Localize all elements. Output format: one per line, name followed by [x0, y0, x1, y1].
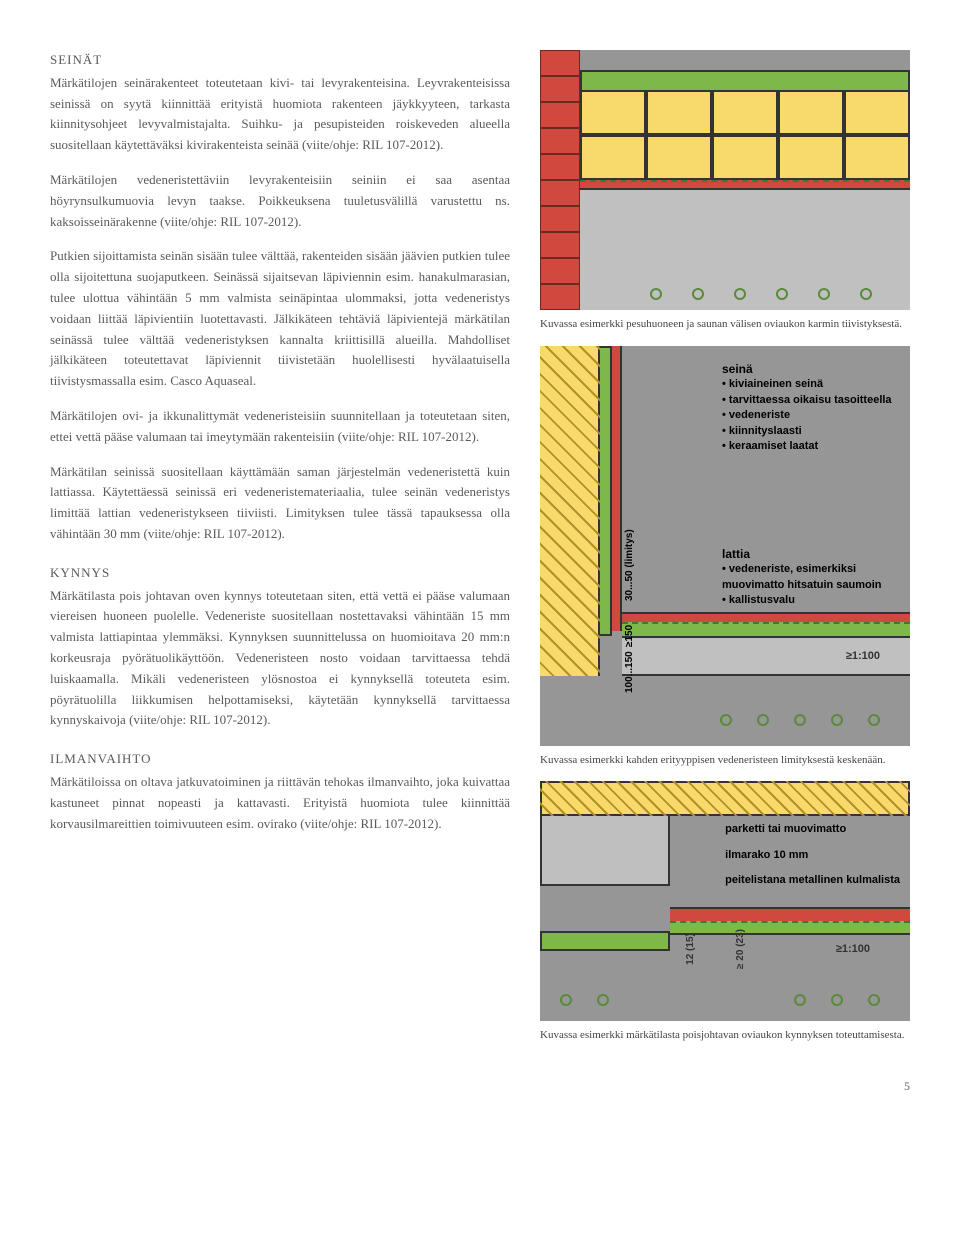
left-column: SEINÄT Märkätilojen seinärakenteet toteu…: [50, 50, 510, 1057]
caption-2: Kuvassa esimerkki kahden erityyppisen ve…: [540, 752, 910, 770]
para-seinat-2: Märkätilojen vedeneristettäviin levyrake…: [50, 170, 510, 232]
para-kynnys-1: Märkätilasta pois johtavan oven kynnys t…: [50, 586, 510, 732]
para-seinat-3: Putkien sijoittamista seinän sisään tule…: [50, 246, 510, 392]
heading-seinat: SEINÄT: [50, 50, 510, 71]
diagram2-seina-labels: seinä kiviaineinen seinä tarvittaessa oi…: [722, 361, 902, 455]
diagram-vedeneriste-limitys: seinä kiviaineinen seinä tarvittaessa oi…: [540, 346, 910, 746]
diagram3-labels: parketti tai muovimatto ilmarako 10 mm p…: [725, 821, 900, 890]
diagram-kynnys: parketti tai muovimatto ilmarako 10 mm p…: [540, 781, 910, 1021]
heading-ilmanvaihto: ILMANVAIHTO: [50, 749, 510, 770]
para-ilmanvaihto-1: Märkätiloissa on oltava jatkuvatoiminen …: [50, 772, 510, 834]
diagram3-slope: ≥1:100: [836, 941, 870, 959]
para-seinat-5: Märkätilan seinissä suositellaan käyttäm…: [50, 462, 510, 545]
para-seinat-1: Märkätilojen seinärakenteet toteutetaan …: [50, 73, 510, 156]
diagram2-lattia-labels: lattia vedeneriste, esimerkiksi muovimat…: [722, 546, 902, 609]
diagram2-slope: ≥1:100: [846, 648, 880, 666]
page-number: 5: [50, 1077, 910, 1096]
caption-1: Kuvassa esimerkki pesuhuoneen ja saunan …: [540, 316, 910, 334]
diagram-karmi-tiivistys: [540, 50, 910, 310]
heading-kynnys: KYNNYS: [50, 563, 510, 584]
diagram2-dims: 30...50 (limitys) ≥150 100...150: [630, 593, 702, 731]
right-column: Kuvassa esimerkki pesuhuoneen ja saunan …: [540, 50, 910, 1057]
caption-3: Kuvassa esimerkki märkätilasta poisjohta…: [540, 1027, 910, 1045]
para-seinat-4: Märkätilojen ovi- ja ikkunalittymät vede…: [50, 406, 510, 448]
diagram3-dims: 12 (15) ≥ 20 (23): [675, 941, 773, 957]
